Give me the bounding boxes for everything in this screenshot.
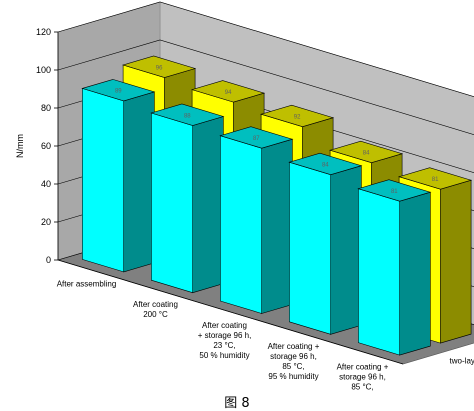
bar-top: [357, 179, 432, 202]
data-label: 87: [253, 136, 260, 142]
figure-caption: 图 8: [224, 396, 250, 411]
bar-side: [123, 91, 155, 273]
bar-front: [220, 135, 263, 314]
bar-top: [260, 104, 335, 128]
bar: 87: [219, 126, 294, 314]
bar-side: [399, 191, 431, 356]
y-tick-label: 120: [36, 27, 51, 37]
bar-side: [330, 165, 362, 335]
series-label: two-layer: [450, 357, 474, 366]
bar-side: [440, 179, 472, 344]
data-label: 84: [363, 150, 370, 156]
bar: 84: [288, 152, 363, 335]
gridline: [57, 1, 474, 97]
gridline: [57, 39, 474, 135]
bar-top: [150, 103, 225, 126]
data-label: 81: [391, 189, 398, 195]
bar-top: [398, 167, 473, 190]
bar-top: [81, 79, 156, 102]
y-tick-label: 80: [41, 103, 51, 113]
y-axis-title: N/mm: [15, 134, 25, 158]
bar-front: [288, 161, 332, 335]
bars: 96 94 92 84 81 89 88 87 84 81: [81, 55, 473, 356]
bar-front: [151, 112, 193, 294]
data-label: 89: [115, 89, 122, 95]
bar: 81: [357, 179, 432, 356]
chart: 0 20 40 60 80 100 120 N/mm 96 94 92 84 81 89 88 87 84 81…: [15, 1, 474, 392]
x-axis-line: [57, 259, 404, 365]
y-tick-label: 40: [41, 179, 51, 189]
category-label: After coating +storage 96 h,85 °C,95 % h…: [268, 342, 320, 381]
category-label: After coating +storage 96 h,85 °C,95 % h…: [337, 363, 389, 392]
bar: 89: [81, 79, 156, 273]
bar-side: [261, 138, 293, 314]
y-tick-label: 100: [36, 65, 51, 75]
category-label: After assembling: [57, 279, 117, 288]
series-labels: sttwo-layer: [450, 357, 474, 366]
bar-top: [329, 140, 404, 164]
data-label: 88: [184, 113, 191, 119]
x-axis-labels: After assembling After coating 200 °C After…: [57, 259, 404, 392]
bar-front: [357, 188, 401, 356]
y-axis: 0 20 40 60 80 100 120 N/mm: [15, 27, 59, 265]
data-label: 92: [294, 114, 301, 120]
y-tick-label: 20: [41, 217, 51, 227]
bar-front: [82, 87, 124, 273]
category-label: After coating 200 °C: [133, 300, 178, 319]
data-label: 81: [432, 177, 439, 183]
bar-top: [122, 55, 197, 78]
bar-top: [191, 80, 266, 103]
data-label: 96: [156, 65, 163, 71]
bar-top: [288, 152, 363, 176]
data-label: 84: [322, 162, 329, 168]
category-label: After coating + storage 96 h, 23 °C, 50 % h…: [198, 321, 252, 360]
bar-top: [219, 126, 294, 149]
y-tick-label: 0: [46, 255, 51, 265]
data-label: 94: [225, 90, 232, 96]
y-tick-label: 60: [41, 141, 51, 151]
bar-side: [192, 116, 224, 294]
bar: 88: [150, 103, 225, 294]
